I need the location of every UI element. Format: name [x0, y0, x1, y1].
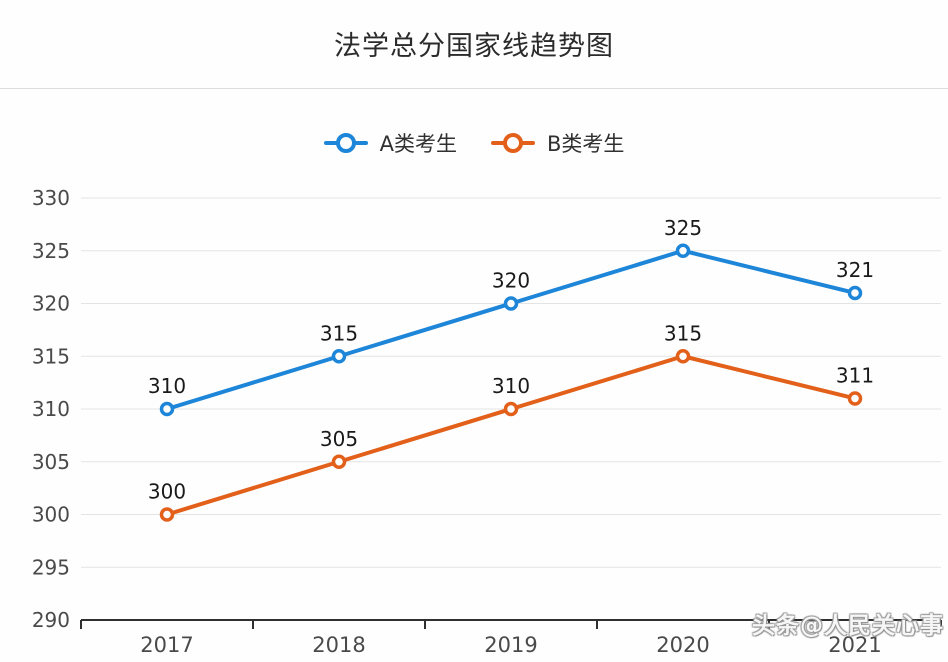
- y-axis-label: 330: [32, 186, 70, 210]
- header-divider: [0, 88, 948, 89]
- data-label: 310: [148, 374, 186, 398]
- data-point-1-2018[interactable]: [331, 454, 347, 469]
- data-point-1-2017[interactable]: [159, 507, 175, 522]
- data-label: 300: [148, 480, 186, 504]
- y-axis-label: 320: [32, 292, 70, 316]
- chart-legend: A类考生 B类考生: [0, 128, 948, 158]
- x-axis-label: 2021: [828, 633, 881, 657]
- watermark: 头条@人民关心事: [752, 613, 944, 639]
- y-axis-label: 310: [32, 397, 70, 421]
- y-axis-label: 305: [32, 450, 70, 474]
- legend-line-marker-icon: [490, 133, 535, 153]
- legend-item-a[interactable]: A类考生: [323, 128, 457, 158]
- data-point-0-2018[interactable]: [331, 349, 347, 364]
- data-label: 321: [836, 258, 874, 282]
- legend-item-b[interactable]: B类考生: [490, 128, 625, 158]
- legend-line-marker-icon: [323, 133, 368, 153]
- data-point-1-2019[interactable]: [503, 401, 519, 417]
- y-axis-label: 325: [32, 239, 70, 263]
- data-label: 325: [664, 216, 702, 240]
- data-point-1-2021[interactable]: [847, 391, 863, 406]
- data-label: 315: [320, 321, 358, 345]
- x-axis-label: 2019: [484, 633, 537, 657]
- data-point-0-2020[interactable]: [675, 243, 691, 258]
- y-axis-label: 295: [32, 555, 70, 579]
- x-axis-label: 2017: [140, 633, 193, 657]
- data-point-0-2019[interactable]: [503, 296, 519, 311]
- data-point-0-2021[interactable]: [847, 285, 863, 301]
- y-axis-label: 290: [32, 608, 70, 632]
- data-label: 320: [492, 269, 530, 293]
- y-axis-label: 315: [32, 344, 70, 368]
- data-label: 305: [320, 427, 358, 451]
- data-point-0-2017[interactable]: [159, 401, 175, 417]
- chart-title: 法学总分国家线趋势图: [334, 31, 614, 62]
- x-axis-label: 2020: [656, 633, 709, 657]
- data-label: 315: [664, 321, 702, 345]
- legend-label: B类考生: [546, 132, 625, 156]
- legend-label: A类考生: [379, 132, 457, 156]
- y-axis-label: 300: [32, 503, 70, 527]
- x-axis-label: 2018: [312, 633, 365, 657]
- data-point-1-2020[interactable]: [675, 349, 691, 364]
- data-label: 311: [836, 363, 874, 387]
- data-label: 310: [492, 374, 530, 398]
